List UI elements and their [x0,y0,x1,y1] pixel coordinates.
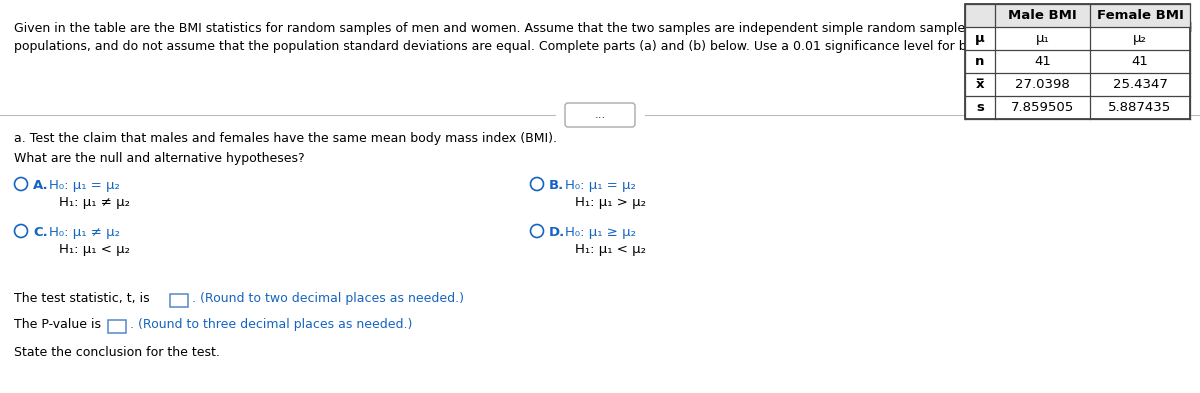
Text: B.: B. [550,179,564,192]
Bar [965,4,1190,119]
Text: 41: 41 [1132,55,1148,68]
Text: A.: A. [34,179,49,192]
Text: The test statistic, t, is: The test statistic, t, is [14,292,154,305]
Text: The P-value is: The P-value is [14,318,106,331]
Text: a. Test the claim that males and females have the same mean body mass index (BMI: a. Test the claim that males and females… [14,132,557,145]
Text: What are the null and alternative hypotheses?: What are the null and alternative hypoth… [14,152,305,165]
Text: State the conclusion for the test.: State the conclusion for the test. [14,346,220,359]
Text: H₁: μ₁ ≠ μ₂: H₁: μ₁ ≠ μ₂ [59,196,130,209]
Text: H₁: μ₁ < μ₂: H₁: μ₁ < μ₂ [59,243,130,256]
Bar [108,320,126,333]
Text: D.: D. [550,226,565,239]
Text: . (Round to three decimal places as needed.): . (Round to three decimal places as need… [130,318,413,331]
Bar [965,4,1190,27]
Circle shape [14,178,28,191]
Text: 25.4347: 25.4347 [1112,78,1168,91]
Circle shape [530,178,544,191]
Text: Female BMI: Female BMI [1097,9,1183,22]
Text: populations, and do not assume that the population standard deviations are equal: populations, and do not assume that the … [14,40,1027,53]
Text: s: s [976,101,984,114]
Text: μ₂: μ₂ [1133,32,1147,45]
Text: μ₁: μ₁ [1036,32,1049,45]
Text: H₀: μ₁ ≥ μ₂: H₀: μ₁ ≥ μ₂ [565,226,636,239]
Text: 41: 41 [1034,55,1051,68]
Text: μ: μ [976,32,985,45]
Text: . (Round to two decimal places as needed.): . (Round to two decimal places as needed… [192,292,464,305]
Circle shape [14,224,28,237]
Text: n: n [976,55,985,68]
Text: C.: C. [34,226,48,239]
FancyBboxPatch shape [565,103,635,127]
Text: H₁: μ₁ < μ₂: H₁: μ₁ < μ₂ [575,243,646,256]
Circle shape [530,224,544,237]
Bar [170,294,188,307]
Text: H₁: μ₁ > μ₂: H₁: μ₁ > μ₂ [575,196,646,209]
Text: Male BMI: Male BMI [1008,9,1076,22]
Text: Given in the table are the BMI statistics for random samples of men and women. A: Given in the table are the BMI statistic… [14,22,1193,35]
Text: 27.0398: 27.0398 [1015,78,1070,91]
Text: 5.887435: 5.887435 [1109,101,1171,114]
Text: H₀: μ₁ = μ₂: H₀: μ₁ = μ₂ [49,179,120,192]
Text: 7.859505: 7.859505 [1010,101,1074,114]
Text: ...: ... [594,108,606,121]
Text: H₀: μ₁ ≠ μ₂: H₀: μ₁ ≠ μ₂ [49,226,120,239]
Text: H₀: μ₁ = μ₂: H₀: μ₁ = μ₂ [565,179,636,192]
Text: x̅: x̅ [976,78,984,91]
